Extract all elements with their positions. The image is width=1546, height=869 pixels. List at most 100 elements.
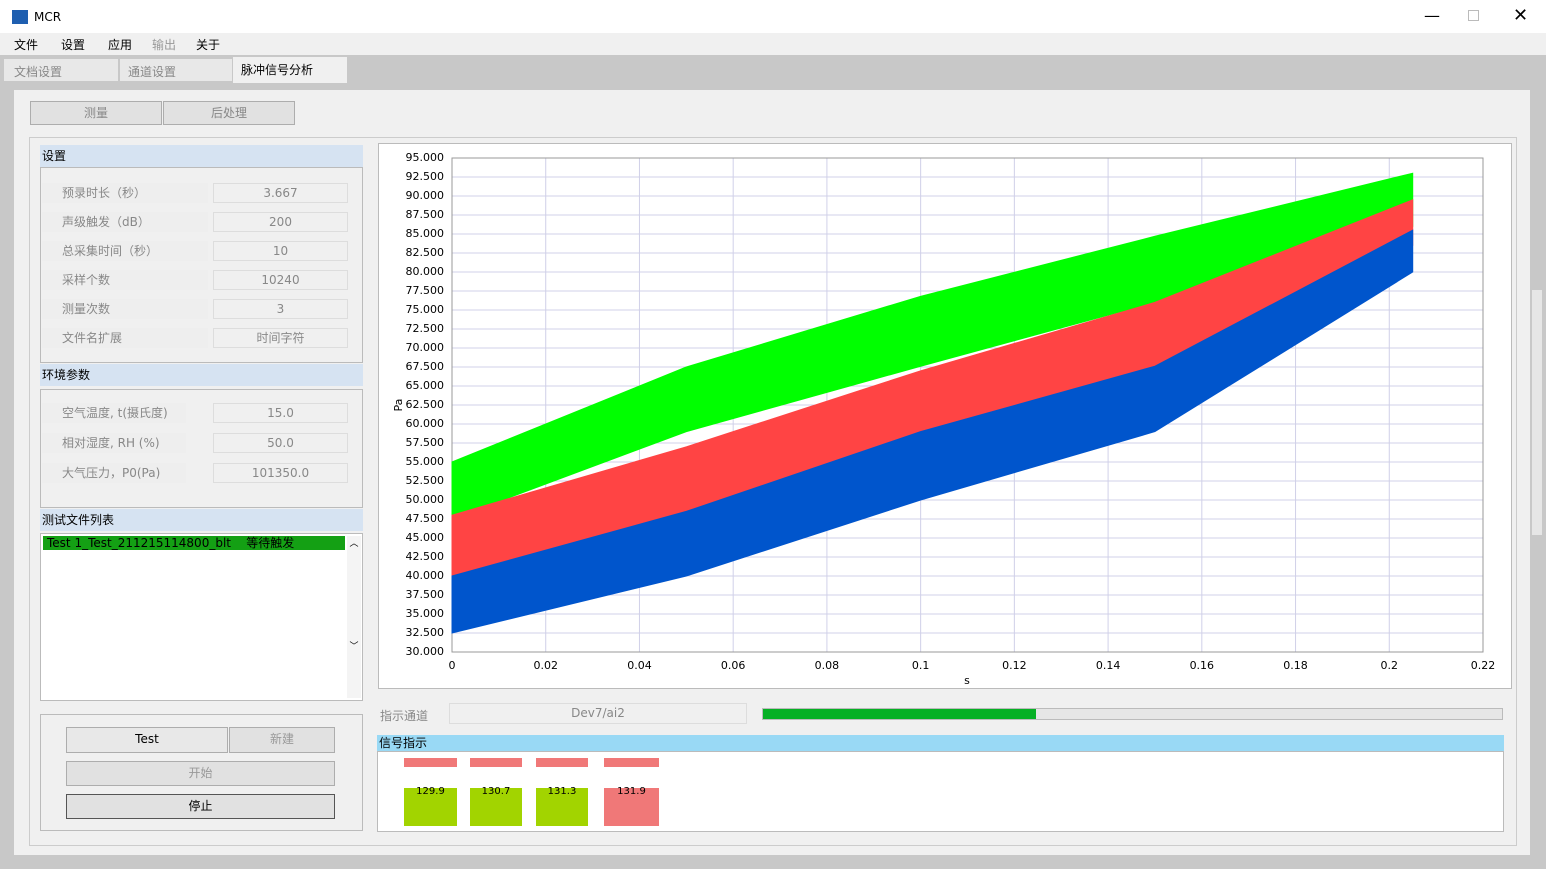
y-tick-label: 95.000 [406,151,445,164]
x-tick-label: 0.2 [1381,659,1399,672]
plot-frame [451,157,1484,653]
menu-item[interactable]: 输出 [152,38,177,52]
progress-fill [763,709,1037,719]
y-tick-label: 70.000 [406,341,445,354]
field-value[interactable]: 时间字符 [213,328,348,348]
y-axis-label: Pa [392,399,405,412]
tab-active[interactable]: 脉冲信号分析 [233,57,347,83]
y-tick-label: 75.000 [406,303,445,316]
window-title: MCR [34,10,62,24]
indicator-value: 130.7 [481,786,511,797]
test-button[interactable]: Test [66,727,228,753]
section-title: 测试文件列表 [40,509,363,531]
tab[interactable]: 文档设置 [4,59,118,81]
y-tick-label: 60.000 [406,417,445,430]
y-tick-label: 65.000 [406,379,445,392]
indicator-value: 129.9 [416,786,445,797]
tab[interactable]: 通道设置 [120,59,232,81]
y-tick-label: 52.500 [406,474,445,487]
section-title: 设置 [40,145,363,167]
channel-select[interactable]: Dev7/ai2 [449,703,747,724]
band [451,229,1414,634]
section-title: 环境参数 [40,364,363,386]
progress-bar [762,708,1503,720]
indicator-value: 131.3 [547,786,577,797]
field-label: 预录时长（秒） [42,183,208,203]
x-tick-label: 0.08 [815,659,840,672]
y-tick-label: 85.000 [406,227,445,240]
settings-panel [40,167,363,363]
field-value[interactable]: 3 [213,299,348,319]
indicator: 129.9 [404,786,457,826]
close[interactable]: ✕ [1513,5,1529,26]
y-tick-label: 50.000 [406,493,445,506]
y-tick-label: 40.000 [406,569,445,582]
field-value[interactable]: 3.667 [213,183,348,203]
group [29,137,1517,846]
x-tick-label: 0.16 [1190,659,1215,672]
x-tick-label: 0.06 [721,659,746,672]
x-tick-label: 0.14 [1096,659,1121,672]
y-tick-label: 90.000 [406,189,445,202]
y-tick-label: 42.500 [406,550,445,563]
indicator: 131.9 [604,786,659,826]
y-tick-label: 87.500 [406,208,445,221]
field-label: 大气压力，P0(Pa) [42,463,186,483]
x-tick-label: 0.02 [533,659,558,672]
x-tick-label: 0 [449,659,456,672]
file-status: 等待触发 [246,536,295,550]
y-tick-label: 72.500 [406,322,445,335]
y-tick-label: 77.500 [406,284,445,297]
stop-button[interactable]: 停止 [66,794,335,819]
x-tick-label: 0.04 [627,659,652,672]
x-tick-label: 0.22 [1471,659,1496,672]
y-tick-label: 35.000 [406,607,445,620]
field-value[interactable]: 15.0 [213,403,348,423]
chart-panel: Pa s 30.000 32.500 35.000 37.500 40.000 42.50… [378,143,1512,689]
y-tick-label: 62.500 [406,398,445,411]
field-value[interactable]: 10240 [213,270,348,290]
scrollbar[interactable]: ︿ ﹀ [347,536,361,698]
field-value[interactable]: 101350.0 [213,463,348,483]
field-label: 空气温度, t(摄氏度) [42,403,186,423]
field-label: 采样个数 [42,270,208,290]
menu-item[interactable]: 应用 [108,38,133,52]
y-tick-label: 57.500 [406,436,445,449]
x-tick-label: 0.1 [912,659,930,672]
y-tick-label: 37.500 [406,588,445,601]
y-tick-label: 32.500 [406,626,445,639]
indicator-strip [404,758,457,767]
field-label: 相对湿度, RH (%) [42,433,186,453]
menu-item[interactable]: 设置 [61,38,86,52]
file-name: Test 1_Test_211215114800_blt [47,536,231,550]
file-list: Test 1_Test_211215114800_blt 等待触发 ︿ ﹀ [40,533,363,701]
y-tick-label: 45.000 [406,531,445,544]
indicator-strip [604,758,659,767]
menu-item[interactable]: 关于 [196,38,221,52]
start-button[interactable]: 开始 [66,761,335,786]
y-tick-label: 30.000 [406,645,445,658]
file-item[interactable]: Test 1_Test_211215114800_blt 等待触发 [43,536,345,550]
section-title: 信号指示 [377,735,1504,751]
title-bar: MCR — ✕ [0,0,1546,33]
new-button[interactable]: 新建 [229,727,335,753]
field-value[interactable]: 200 [213,212,348,232]
indicator: 131.3 [536,786,588,826]
field-value[interactable]: 50.0 [213,433,348,453]
x-axis-label: s [964,674,970,687]
app-icon [12,10,28,24]
chart: Pa s 30.000 32.500 35.000 37.500 40.000 42.50… [392,151,1496,687]
x-tick-label: 0.18 [1283,659,1308,672]
menu-item[interactable]: 文件 [14,38,39,52]
y-tick-label: 92.500 [406,170,445,183]
minimize[interactable]: — [1424,6,1440,25]
channel-label: 指示通道 [380,709,429,723]
subtab[interactable]: 测量 [30,101,162,125]
field-value[interactable]: 10 [213,241,348,261]
y-tick-label: 80.000 [406,265,445,278]
field-label: 总采集时间（秒） [42,241,208,261]
subtab[interactable]: 后处理 [163,101,295,125]
maximize[interactable] [1468,10,1479,21]
side-scrollbar[interactable] [1532,290,1542,535]
indicator-value: 131.9 [617,786,646,797]
